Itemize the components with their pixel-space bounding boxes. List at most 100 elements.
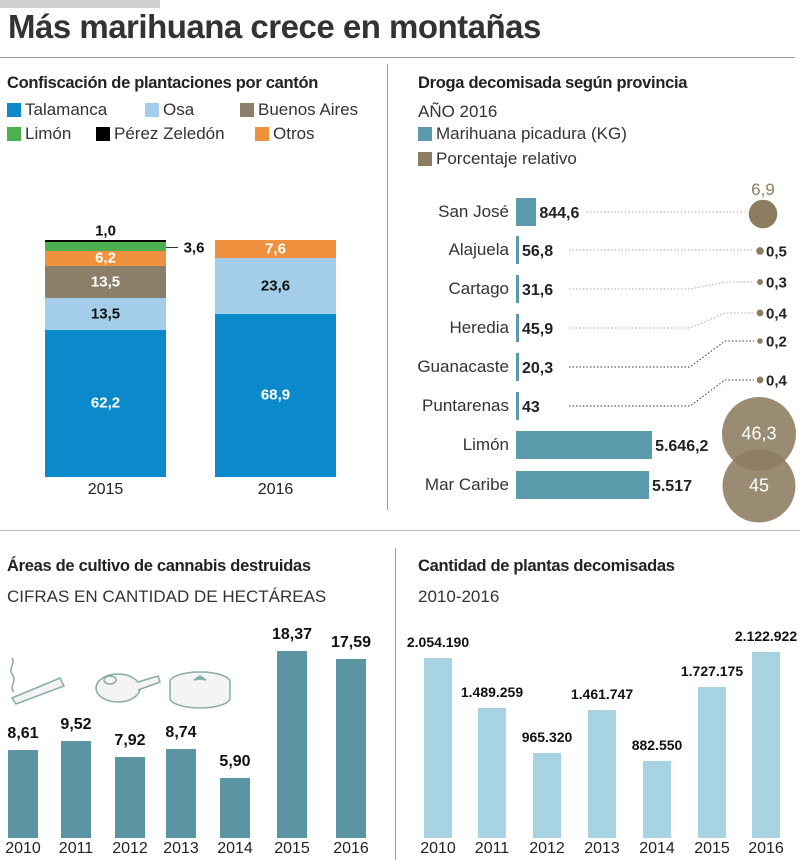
plantas-x-tick-label: 2014: [639, 840, 675, 857]
chart3-title: Áreas de cultivo de cannabis destruidas: [7, 557, 311, 575]
data-label: 7,6: [265, 240, 286, 258]
plantas-x-tick-label: 2010: [420, 840, 456, 857]
bar-mar-caribe: [516, 471, 649, 499]
bar-segment-osa-2016: [215, 257, 336, 314]
data-label: 62,2: [90, 394, 121, 412]
bar-limón: [516, 431, 653, 459]
plantas-bar-2015: [698, 686, 726, 838]
legend-item-talamanca: Talamanca: [7, 100, 107, 120]
legend-label: Limón: [25, 124, 72, 143]
leader-line: [166, 246, 178, 248]
legend-swatch: [255, 127, 269, 141]
bar-segment-otros-2015: [45, 250, 166, 266]
chart2-title: Droga decomisada según provincia: [418, 74, 688, 92]
data-label: 6,2: [95, 249, 116, 267]
bubble-alajuela: [756, 247, 764, 255]
legend-label: Osa: [163, 100, 195, 119]
bubble-label: 46,3: [741, 423, 777, 444]
legend-item-limon: Limón: [7, 124, 71, 144]
areas-bar-2014: [220, 777, 250, 838]
legend-swatch: [240, 103, 254, 117]
legend-label: Buenos Aires: [258, 100, 359, 119]
plantas-value-label: 1.461.747: [570, 685, 634, 702]
page-title: Más marihuana crece en montañas: [8, 8, 541, 45]
bar-segment-buenos_aires-2015: [45, 265, 166, 298]
legend-label: Talamanca: [25, 100, 108, 119]
bubble-cartago: [757, 279, 763, 285]
legend-item-perez_zeledon: Pérez Zeledón: [96, 124, 225, 144]
x-tick-label: 2016: [257, 481, 294, 498]
bar-cartago: [516, 275, 519, 303]
plantas-value-label: 2.122.922: [734, 628, 798, 644]
bar-segment-talamanca-2015: [45, 329, 166, 477]
chart2-subtitle: AÑO 2016: [418, 102, 498, 121]
areas-bar-2010: [8, 750, 38, 838]
plantas-x-tick-label: 2012: [529, 840, 565, 857]
plantas-value-label: 965.320: [521, 729, 573, 746]
divider: [395, 548, 396, 860]
leader-line: [569, 281, 754, 290]
legend-item-marihuana: Marihuana picadura (KG): [418, 124, 627, 144]
legend-swatch: [145, 103, 159, 117]
bubble-label: 6,9: [751, 180, 775, 199]
legend-label: Marihuana picadura (KG): [436, 124, 627, 143]
areas-bar-2011: [61, 740, 91, 838]
areas-bar-2016: [336, 658, 366, 838]
province-label: Mar Caribe: [424, 475, 509, 494]
bubble-limón: [722, 397, 796, 471]
legend-label: Otros: [273, 124, 315, 143]
leader-line: [569, 312, 754, 329]
areas-x-tick-label: 2015: [274, 840, 310, 857]
legend-swatch: [418, 152, 432, 166]
grinder-icon: [169, 671, 231, 709]
leader-line: [569, 379, 754, 407]
data-label: 1,0: [95, 222, 116, 240]
pipe-icon: [95, 673, 161, 703]
bar-value-label: 5.517: [651, 478, 692, 495]
legend-swatch: [7, 103, 21, 117]
bar-san-josé: [516, 198, 537, 226]
bubble-heredia: [756, 309, 764, 317]
data-label: 13,5: [90, 273, 121, 291]
divider: [0, 57, 795, 58]
bar-value-label: 56,8: [522, 243, 554, 260]
plantas-bar-2012: [533, 753, 561, 838]
bar-segment-perez_zeledon-2015: [45, 240, 166, 243]
province-label: San José: [438, 202, 509, 221]
areas-value-label: 5,90: [219, 752, 251, 770]
bar-guanacaste: [516, 353, 519, 381]
divider: [387, 64, 388, 510]
plantas-bar-2014: [643, 760, 671, 838]
top-accent-bar: [0, 0, 160, 8]
legend-item-buenos_aires: Buenos Aires: [240, 100, 358, 120]
bar-value-label: 844,6: [539, 205, 580, 222]
areas-x-tick-label: 2013: [163, 840, 199, 857]
areas-value-label: 9,52: [60, 715, 92, 733]
chart2-overlay: [569, 199, 796, 523]
bar-value-label: 31,6: [522, 282, 554, 299]
legend-label: Pérez Zeledón: [114, 124, 225, 143]
areas-x-tick-label: 2012: [112, 840, 148, 857]
areas-value-label: 8,74: [165, 723, 197, 741]
province-label: Guanacaste: [417, 357, 509, 376]
legend-item-otros: Otros: [255, 124, 315, 144]
plantas-value-label: 882.550: [631, 736, 683, 753]
bubble-san-josé: [748, 199, 778, 229]
bubble-label: 0,5: [766, 243, 787, 261]
bubble-label: 0,3: [766, 274, 787, 292]
bar-value-label: 45,9: [522, 321, 554, 338]
province-label: Alajuela: [448, 240, 510, 259]
bubble-label: 0,2: [766, 333, 787, 351]
bar-puntarenas: [516, 392, 519, 420]
plantas-value-label: 2.054.190: [406, 634, 470, 651]
x-tick-label: 2015: [87, 481, 124, 498]
plantas-value-label: 1.489.259: [460, 683, 524, 700]
areas-value-label: 8,61: [7, 725, 39, 743]
bar-segment-osa-2015: [45, 297, 166, 330]
bar-segment-talamanca-2016: [215, 313, 336, 477]
legend-swatch: [96, 127, 110, 141]
legend-item-osa: Osa: [145, 100, 194, 120]
areas-value-label: 18,37: [271, 625, 313, 643]
bubble-label: 45: [748, 475, 770, 496]
